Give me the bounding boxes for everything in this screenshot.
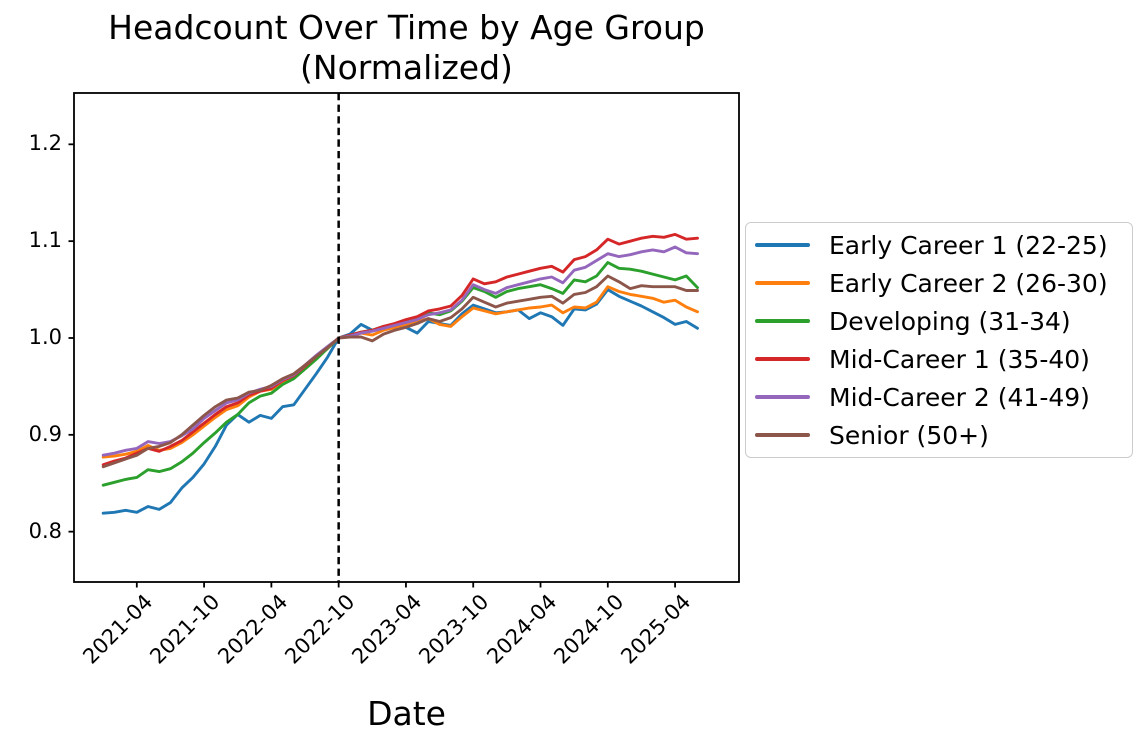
series-line-developing-31-34 xyxy=(101,261,699,487)
y-axis-tick-label: 1.0 xyxy=(28,324,62,349)
legend-item: Early Career 1 (22-25) xyxy=(746,226,1132,264)
y-axis-tick-label: 0.8 xyxy=(28,518,62,543)
series-line-mid-career-2-41-49 xyxy=(101,245,699,457)
legend-item: Mid-Career 2 (41-49) xyxy=(746,378,1132,416)
legend-line-swatch xyxy=(755,433,810,437)
legend-label: Early Career 2 (26-30) xyxy=(829,268,1108,298)
legend-line-swatch xyxy=(755,243,810,247)
legend-label: Mid-Career 1 (35-40) xyxy=(829,344,1090,374)
series-line-early-career-2-26-30 xyxy=(101,285,699,459)
legend-item: Developing (31-34) xyxy=(746,302,1132,340)
legend-line-swatch xyxy=(755,319,810,323)
axes-frame xyxy=(73,92,740,583)
series-line-mid-career-1-35-40 xyxy=(101,232,699,467)
legend-label: Early Career 1 (22-25) xyxy=(829,230,1108,260)
x-axis-title: Date xyxy=(367,694,446,733)
legend-label: Mid-Career 2 (41-49) xyxy=(829,382,1090,412)
y-axis-tick-label: 1.2 xyxy=(28,131,62,156)
legend: Early Career 1 (22-25) Early Career 2 (26… xyxy=(745,222,1133,458)
legend-line-swatch xyxy=(755,281,810,285)
legend-item: Early Career 2 (26-30) xyxy=(746,264,1132,302)
legend-label: Senior (50+) xyxy=(829,420,989,450)
legend-item: Senior (50+) xyxy=(746,416,1132,454)
y-axis-tick-label: 0.9 xyxy=(28,421,62,446)
y-axis-tick-label: 1.1 xyxy=(28,228,62,253)
legend-item: Mid-Career 1 (35-40) xyxy=(746,340,1132,378)
legend-label: Developing (31-34) xyxy=(829,306,1071,336)
chart-title-line2: (Normalized) xyxy=(300,48,513,87)
legend-line-swatch xyxy=(755,395,810,399)
series-line-senior-50 xyxy=(101,274,699,469)
chart-title-line1: Headcount Over Time by Age Group xyxy=(108,8,705,47)
legend-line-swatch xyxy=(755,357,810,361)
chart-title: Headcount Over Time by Age Group (Normal… xyxy=(74,8,739,88)
